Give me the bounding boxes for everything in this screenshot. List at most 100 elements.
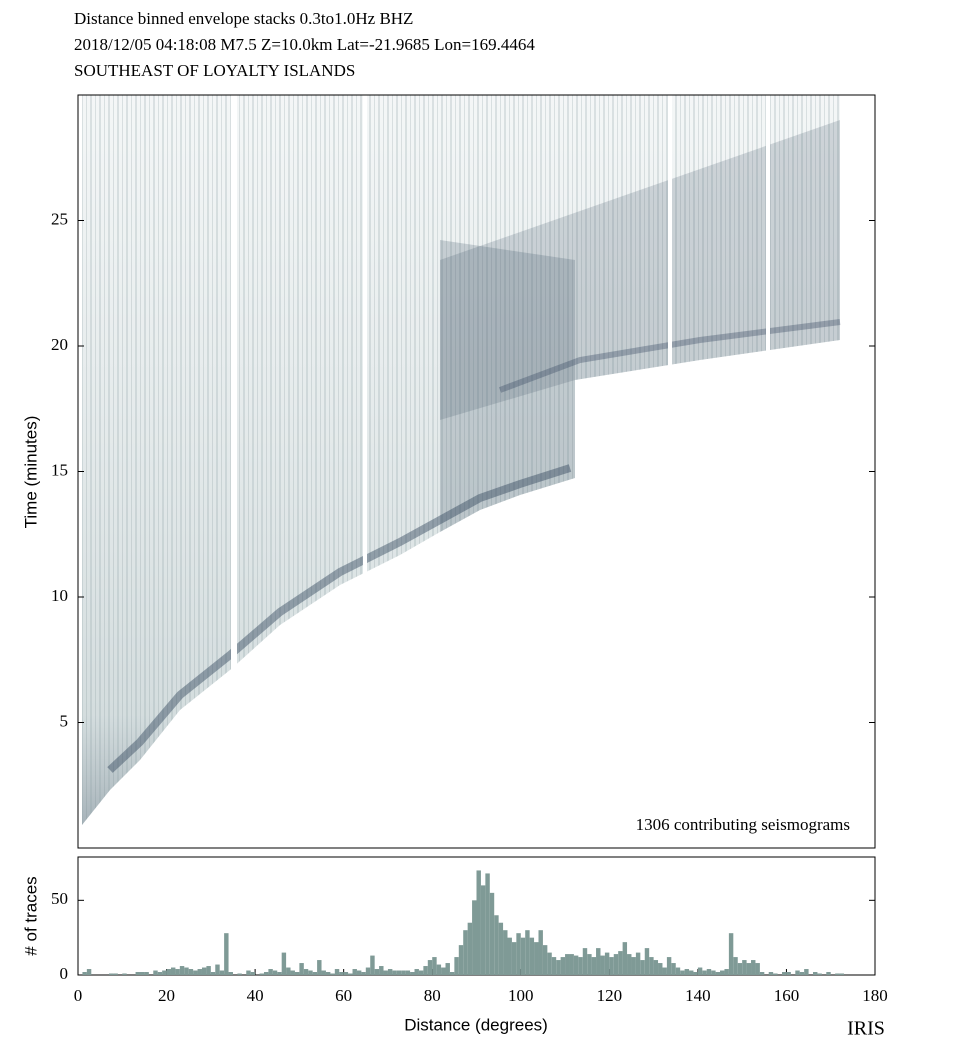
histogram-bar bbox=[529, 937, 535, 975]
histogram-bar bbox=[387, 969, 393, 975]
histogram-bar bbox=[485, 873, 490, 975]
histogram-bar bbox=[711, 970, 716, 975]
histogram-bar bbox=[330, 973, 335, 975]
histogram-bar bbox=[684, 969, 690, 975]
histogram-bar bbox=[113, 973, 118, 975]
histogram-bar bbox=[334, 969, 340, 975]
histogram-bar bbox=[423, 966, 428, 975]
histogram-bar bbox=[538, 930, 543, 975]
histogram-bar bbox=[215, 964, 220, 975]
histogram-bar bbox=[299, 963, 304, 975]
histogram-bar bbox=[219, 970, 225, 975]
histogram-bar bbox=[560, 957, 566, 975]
histogram-bar bbox=[472, 900, 477, 975]
histogram-bar bbox=[693, 972, 698, 975]
histogram-bar bbox=[826, 972, 831, 975]
histogram-bar bbox=[498, 922, 504, 975]
histogram-bar bbox=[600, 955, 605, 975]
histogram-bar bbox=[715, 972, 721, 975]
histogram-bar bbox=[303, 969, 309, 975]
histogram-bar bbox=[622, 942, 628, 975]
histogram-bar bbox=[139, 972, 145, 975]
histogram-bar bbox=[511, 942, 517, 975]
histogram-bar bbox=[728, 933, 734, 975]
histogram-bar bbox=[82, 972, 87, 975]
histogram-bar bbox=[343, 972, 349, 975]
histogram-bar bbox=[813, 972, 818, 975]
histogram-bar bbox=[604, 952, 610, 975]
histogram-bar bbox=[179, 966, 185, 975]
histogram-bar bbox=[569, 954, 574, 975]
histogram-bar bbox=[175, 969, 180, 975]
histogram-bar bbox=[675, 967, 681, 975]
title-line: Distance binned envelope stacks 0.3to1.0… bbox=[74, 9, 413, 28]
histogram-bar bbox=[755, 963, 760, 975]
x-tick-label: 180 bbox=[862, 986, 888, 1005]
histogram-bar bbox=[697, 967, 703, 975]
histogram-bar bbox=[649, 957, 654, 975]
histogram-bar bbox=[405, 970, 411, 975]
y-tick-label: 20 bbox=[51, 335, 68, 354]
histogram-bar bbox=[839, 973, 845, 975]
histogram-bar bbox=[480, 885, 486, 975]
histogram-bar bbox=[507, 937, 512, 975]
histogram-bar bbox=[689, 970, 694, 975]
x-tick-label: 80 bbox=[424, 986, 441, 1005]
histogram-bar bbox=[653, 960, 659, 975]
y-tick-label: 25 bbox=[51, 209, 68, 228]
histogram-bar bbox=[489, 892, 495, 975]
histogram-bar bbox=[237, 973, 242, 975]
histogram-bar bbox=[591, 957, 597, 975]
x-tick-label: 40 bbox=[247, 986, 264, 1005]
histogram-bar bbox=[370, 955, 375, 975]
histogram-bar bbox=[835, 973, 840, 975]
histogram-bar bbox=[565, 954, 570, 975]
histogram-bar bbox=[414, 969, 419, 975]
histogram-bar bbox=[224, 933, 229, 975]
histogram-bar bbox=[640, 960, 645, 975]
y-axis-label: # of traces bbox=[21, 876, 40, 955]
histogram-bar bbox=[737, 963, 743, 975]
histogram-bar bbox=[467, 922, 473, 975]
histogram-bar bbox=[520, 937, 526, 975]
histogram-bar bbox=[263, 972, 269, 975]
histogram-bar bbox=[418, 970, 424, 975]
histogram-bar bbox=[671, 963, 676, 975]
histogram-bar bbox=[361, 972, 366, 975]
histogram-bar bbox=[157, 972, 163, 975]
histogram-bar bbox=[618, 951, 623, 975]
histogram-bar bbox=[782, 972, 787, 975]
x-tick-label: 140 bbox=[685, 986, 711, 1005]
x-tick-label: 20 bbox=[158, 986, 175, 1005]
histogram-bar bbox=[410, 972, 415, 975]
title-line: SOUTHEAST OF LOYALTY ISLANDS bbox=[74, 61, 355, 80]
histogram-bar bbox=[432, 957, 437, 975]
histogram-bar bbox=[463, 930, 468, 975]
histogram-bar bbox=[246, 970, 251, 975]
histogram-bar bbox=[627, 954, 632, 975]
histogram-bar bbox=[658, 963, 663, 975]
histogram-bar bbox=[547, 952, 552, 975]
histogram-bar bbox=[582, 948, 588, 975]
histogram-bar bbox=[427, 960, 433, 975]
histogram-bar bbox=[201, 967, 207, 975]
histogram-bar bbox=[197, 969, 202, 975]
histogram-bar bbox=[534, 942, 539, 975]
histogram-bar bbox=[312, 972, 318, 975]
histogram-bar bbox=[573, 955, 579, 975]
histogram-bar bbox=[525, 930, 530, 975]
histogram-bar bbox=[799, 972, 805, 975]
histogram-bar bbox=[352, 969, 357, 975]
histogram-bar bbox=[759, 972, 765, 975]
histogram-bar bbox=[556, 960, 561, 975]
histogram-bar bbox=[458, 945, 464, 975]
histogram-bar bbox=[445, 963, 450, 975]
histogram-bar bbox=[339, 972, 344, 975]
histogram-bar bbox=[742, 960, 747, 975]
histogram-bar bbox=[702, 970, 707, 975]
annotation: 1306 contributing seismograms bbox=[636, 815, 850, 834]
logo: IRIS bbox=[847, 1018, 885, 1040]
histogram-bar bbox=[228, 972, 233, 975]
title-line: 2018/12/05 04:18:08 M7.5 Z=10.0km Lat=-2… bbox=[74, 35, 535, 54]
